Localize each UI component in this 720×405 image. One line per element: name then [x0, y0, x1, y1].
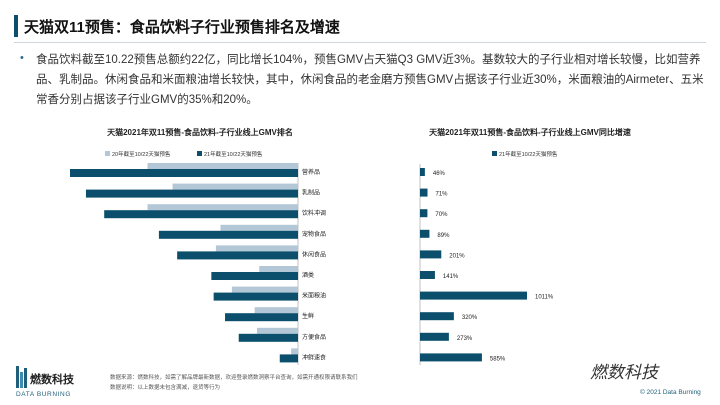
bar-2021-7 [225, 313, 298, 322]
legend-label-2020: 20年截至10/22天猫预售 [112, 150, 170, 158]
bar-2021-9 [279, 354, 298, 363]
growth-value-label-2: 70% [435, 212, 448, 218]
category-label-2: 饮料冲调 [302, 209, 326, 217]
growth-bar-5 [420, 271, 435, 279]
bar-2020-4 [215, 245, 298, 252]
logo-text-cn: 燃数科技 [29, 372, 75, 386]
category-label-3: 宠物食品 [302, 230, 326, 238]
bar-2021-8 [238, 333, 298, 342]
bar-2020-0 [147, 163, 298, 169]
category-label-1: 乳制品 [302, 189, 320, 197]
bar-2021-4 [177, 251, 298, 260]
title-bar: 天猫双11预售：食品饮料子行业预售排名及增速 [14, 12, 706, 43]
bar-2020-1 [172, 183, 298, 190]
growth-value-label-9: 585% [490, 356, 506, 362]
bar-2020-9 [291, 348, 298, 355]
growth-value-label-5: 141% [443, 274, 459, 280]
category-label-4: 休闲食品 [302, 250, 326, 258]
growth-value-label-6: 1011% [535, 295, 554, 301]
footer-source: 数据来源：燃数科技，如需了解品牌最新数据，欢迎登录燃数洞察平台查询，如需开通权限… [110, 375, 358, 381]
bar-2020-3 [220, 224, 298, 231]
legend-swatch-growth [492, 151, 497, 156]
logo-text-en: DATA BURNING [16, 391, 71, 398]
left-chart-title: 天猫2021年双11预售-食品饮料-子行业线上GMV排名 [107, 128, 293, 137]
data-burning-logo: 燃数科技 DATA BURNING [16, 366, 75, 398]
category-label-0: 营养品 [302, 168, 320, 176]
growth-bar-8 [420, 332, 449, 341]
right-growth-chart: 21年截至10/22天猫预售 46% 71% 70% 89% 201% 141% 1011% 3… [419, 150, 557, 365]
category-label-8: 方便食品 [302, 333, 326, 341]
bar-2021-0 [70, 169, 298, 177]
logo-mark-bar-1 [16, 366, 19, 388]
legend-label-growth: 21年截至10/22天猫预售 [499, 150, 557, 158]
category-label-9: 冲鲜速食 [302, 353, 326, 361]
bar-2020-2 [147, 204, 298, 211]
right-chart-title: 天猫2021年双11预售-食品饮料-子行业线上GMV同比增速 [429, 128, 631, 137]
legend-swatch-2020 [105, 151, 110, 156]
logo-mark-bar-3 [24, 368, 27, 388]
bar-2021-2 [104, 210, 298, 219]
bar-2021-5 [211, 272, 298, 280]
left-ranking-chart: 20年截至10/22天猫预售 21年截至10/22天猫预售营养品乳制品饮料冲调宠物… [70, 150, 326, 365]
summary-text: 食品饮料截至10.22预售总额约22亿，同比增长104%，预售GMV占天猫Q3 … [36, 54, 704, 106]
copyright-text: © 2021 Data Burning [640, 389, 701, 396]
growth-bar-9 [420, 353, 482, 362]
growth-value-label-1: 71% [436, 192, 449, 198]
bar-2020-6 [231, 286, 298, 293]
growth-value-label-0: 46% [433, 171, 446, 177]
page-title: 天猫双11预售：食品饮料子行业预售排名及增速 [24, 19, 340, 36]
growth-value-label-8: 273% [457, 336, 473, 342]
bar-2021-6 [213, 292, 298, 301]
growth-bar-3 [420, 229, 430, 238]
category-label-5: 酒类 [302, 271, 314, 279]
growth-bar-7 [420, 312, 454, 321]
bar-2020-7 [254, 307, 298, 314]
bullet-icon: • [20, 52, 24, 64]
legend-label-2021: 21年截至10/22天猫预售 [204, 150, 262, 158]
growth-value-label-7: 320% [462, 315, 478, 321]
bar-2021-3 [158, 230, 298, 239]
title-accent-bar [14, 15, 18, 37]
growth-value-label-3: 89% [437, 233, 450, 239]
category-label-6: 米面粮油 [302, 292, 326, 300]
growth-bar-6 [420, 291, 527, 300]
bar-2020-5 [259, 266, 298, 272]
logo-mark-bar-2 [20, 372, 23, 388]
legend-swatch-2021 [197, 151, 202, 156]
growth-bar-1 [420, 188, 428, 197]
bar-2021-1 [85, 189, 299, 198]
growth-value-label-4: 201% [449, 253, 465, 259]
watermark-text: 燃数科技 [590, 363, 658, 382]
bar-2020-8 [256, 327, 298, 334]
growth-bar-4 [420, 250, 442, 259]
footer-data-note: 数据说明：以上数据未包含满减，退货等行为 [110, 385, 221, 391]
growth-bar-2 [420, 209, 428, 218]
category-label-7: 生鲜 [302, 312, 314, 320]
growth-bar-0 [420, 168, 425, 176]
